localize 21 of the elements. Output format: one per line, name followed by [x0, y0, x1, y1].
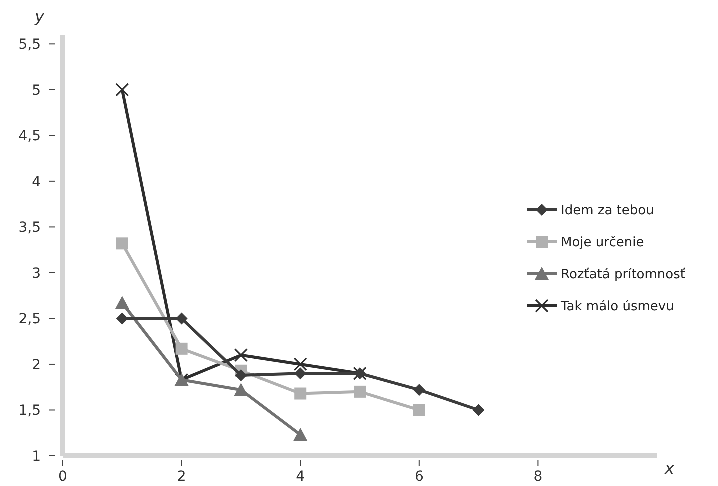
y-tick-label: 5,5	[18, 37, 41, 54]
x-tick-label: 6	[414, 469, 424, 485]
y-tick-label: 5	[32, 82, 41, 99]
y-tick-label: 1	[32, 448, 41, 465]
legend-label: Idem za tebou	[561, 204, 654, 219]
y-tick-label: 3	[32, 266, 41, 282]
x-tick-label: 4	[296, 469, 306, 485]
y-axis-title: y	[34, 7, 45, 26]
legend-label: Rozťatá prítomnosť	[561, 268, 686, 283]
legend-label: Moje určenie	[561, 236, 644, 251]
y-tick-label: 4	[32, 174, 42, 190]
y-tick-label: 2	[32, 357, 41, 374]
y-tick-label: 1,5	[18, 403, 41, 420]
x-axis-title: x	[664, 459, 675, 478]
x-tick-label: 8	[534, 469, 543, 485]
y-tick-label: 3,5	[18, 220, 41, 236]
x-tick-label: 2	[177, 469, 186, 485]
x-tick-label: 0	[58, 469, 68, 485]
legend-label: Tak málo úsmevu	[560, 300, 674, 315]
y-tick-label: 2,5	[18, 312, 41, 328]
y-tick-label: 4,5	[18, 128, 41, 145]
